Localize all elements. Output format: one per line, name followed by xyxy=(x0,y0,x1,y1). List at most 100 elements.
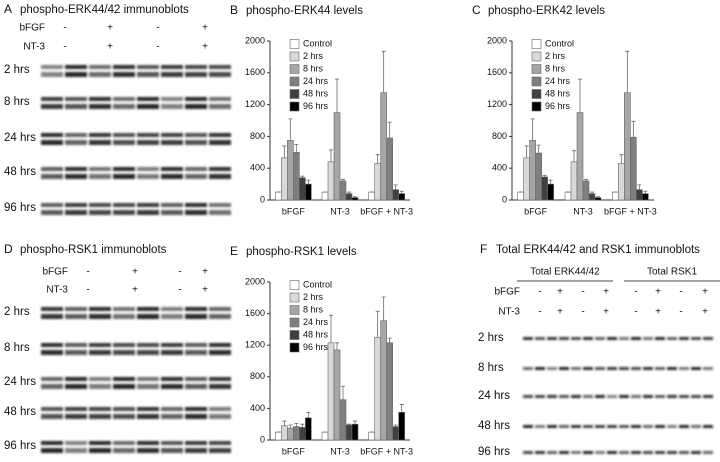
treatment-sign: + xyxy=(702,287,708,298)
legend-label: 2 hrs xyxy=(303,51,324,61)
x-tick-label: NT-3 xyxy=(330,206,350,216)
blot-band xyxy=(185,307,207,311)
blot-band xyxy=(113,72,135,77)
blot-band xyxy=(137,210,159,215)
y-tick-label: 400 xyxy=(250,403,265,413)
blot-band xyxy=(65,441,87,445)
blot-band xyxy=(571,451,581,454)
legend-label: 48 hrs xyxy=(303,88,329,98)
blot-band xyxy=(523,395,533,398)
y-tick-label: 2000 xyxy=(245,35,265,45)
treatment-label: bFGF xyxy=(19,23,45,34)
treatment-sign: - xyxy=(634,287,637,298)
blot-band xyxy=(41,133,63,137)
treatment-sign: + xyxy=(202,267,208,278)
blot-band xyxy=(137,384,159,389)
bar xyxy=(386,342,393,441)
x-tick-label: bFGF xyxy=(524,206,548,216)
legend-swatch xyxy=(531,101,542,112)
blot-band xyxy=(655,425,665,428)
error-bar xyxy=(306,411,311,418)
blot-band xyxy=(89,343,111,347)
blot-band xyxy=(41,407,63,411)
x-tick-label: bFGF xyxy=(282,446,306,456)
blot-band xyxy=(607,395,617,398)
group-label: Total RSK1 xyxy=(647,267,697,278)
bar xyxy=(345,193,353,201)
error-bar xyxy=(584,178,588,181)
error-bar xyxy=(596,196,600,198)
legend-swatch xyxy=(531,51,542,62)
blot-band xyxy=(65,203,87,207)
error-bar xyxy=(300,175,305,178)
bar xyxy=(517,191,524,201)
blot-band xyxy=(113,203,135,207)
blot-band xyxy=(113,210,135,215)
row-label: 8 hrs xyxy=(4,96,30,108)
legend-label: 48 hrs xyxy=(545,88,571,98)
bar xyxy=(321,191,329,201)
blot-band xyxy=(209,210,231,215)
blot-band xyxy=(185,441,207,445)
blot-band xyxy=(89,384,111,389)
bar xyxy=(299,177,306,201)
blot-band xyxy=(209,441,231,445)
blot-band xyxy=(655,367,665,370)
blot-band xyxy=(209,140,231,145)
bar xyxy=(380,92,387,201)
blot-band xyxy=(161,384,183,389)
error-bar xyxy=(542,174,547,177)
blot-band xyxy=(523,451,533,454)
blot-band xyxy=(667,451,677,454)
bar xyxy=(541,176,548,201)
bar xyxy=(327,342,335,441)
treatment-sign: - xyxy=(156,42,159,53)
blot-band xyxy=(113,384,135,389)
blot-band xyxy=(65,97,87,101)
blot-band xyxy=(691,367,701,370)
panel-letter: F xyxy=(480,242,487,256)
blot-band xyxy=(643,451,653,454)
blot-band xyxy=(209,104,231,109)
blot-band xyxy=(691,425,701,428)
blot-band xyxy=(137,343,159,347)
blot-band xyxy=(113,167,135,171)
blot-band xyxy=(113,377,135,381)
blot-title: phospho-RSK1 immunoblots xyxy=(20,244,167,256)
bar xyxy=(547,183,554,201)
blot-band xyxy=(161,314,183,319)
blot-band xyxy=(89,104,111,109)
blot-band xyxy=(161,210,183,215)
error-bar xyxy=(347,191,351,194)
blot-band xyxy=(161,441,183,445)
error-bar xyxy=(300,423,305,428)
blot-band xyxy=(571,337,581,340)
blot-band xyxy=(535,395,545,398)
blot-band xyxy=(559,425,569,428)
blot-band xyxy=(619,425,629,428)
error-bar xyxy=(572,150,576,162)
y-tick-label: 0 xyxy=(260,194,265,204)
legend-label: 96 hrs xyxy=(303,101,329,111)
blot-band xyxy=(185,97,207,101)
blot-band xyxy=(209,167,231,171)
bar xyxy=(287,140,294,201)
treatment-sign: + xyxy=(107,42,113,53)
error-bar xyxy=(619,154,624,164)
blot-band xyxy=(137,448,159,453)
legend-label: 24 hrs xyxy=(303,317,329,327)
treatment-label: bFGF xyxy=(42,267,68,278)
blot-band xyxy=(65,407,87,411)
treatment-sign: + xyxy=(132,285,138,296)
blot-band xyxy=(137,377,159,381)
blot-band xyxy=(41,343,63,347)
x-tick-label: bFGF + NT-3 xyxy=(360,206,413,216)
x-tick-label: NT-3 xyxy=(573,206,593,216)
blot-band xyxy=(691,451,701,454)
treatment-sign: + xyxy=(557,287,563,298)
treatment-label: NT-3 xyxy=(23,42,45,53)
treatment-sign: - xyxy=(178,285,181,296)
blot-band xyxy=(41,441,63,445)
